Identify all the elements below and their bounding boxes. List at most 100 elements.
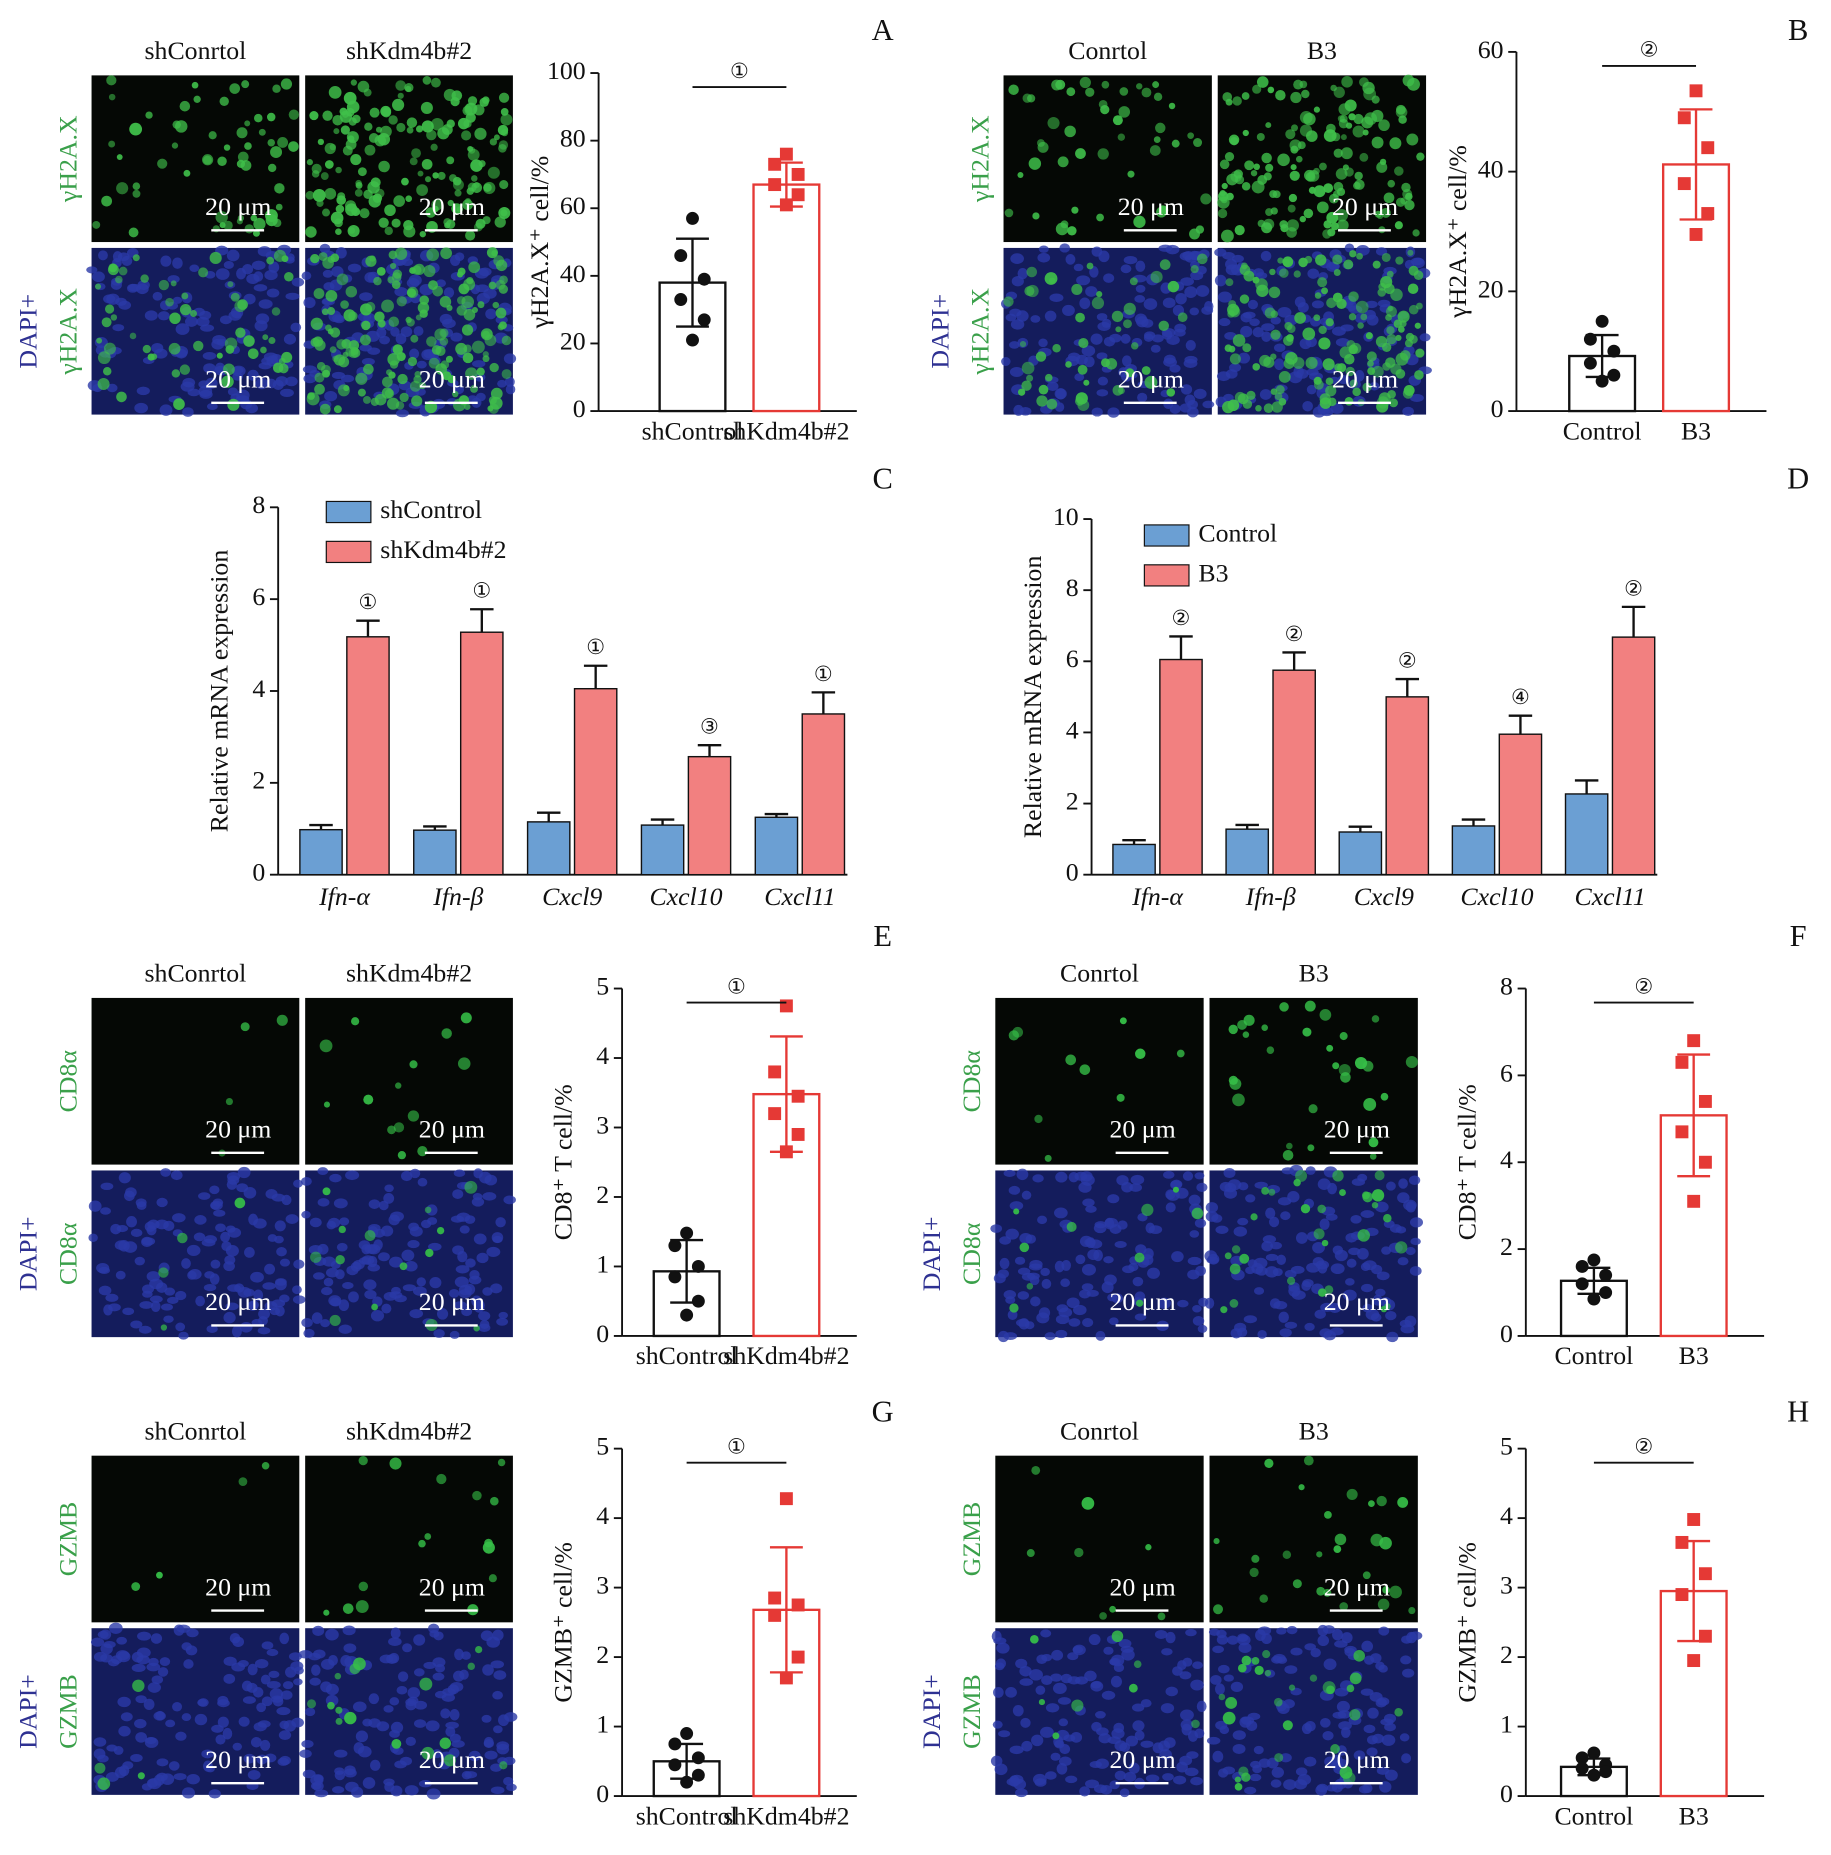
stained-cell <box>1017 172 1024 179</box>
nucleus <box>436 1308 449 1320</box>
stained-cell <box>1356 252 1363 260</box>
nucleus <box>1237 1217 1249 1226</box>
x-tick-label: shKdm4b#2 <box>723 1801 849 1830</box>
micrograph-image <box>1003 75 1212 243</box>
nucleus <box>292 1295 306 1304</box>
error-bar <box>1395 677 1420 697</box>
stained-cell <box>1285 129 1296 140</box>
nucleus <box>493 1670 507 1680</box>
stained-cell <box>1302 327 1316 341</box>
significance-label: ④ <box>1511 685 1530 709</box>
stained-cell <box>1065 1054 1077 1066</box>
stained-cell <box>351 1017 360 1026</box>
stained-cell <box>1131 342 1139 350</box>
nucleus <box>1085 1205 1097 1213</box>
nucleus <box>1159 1749 1172 1760</box>
stained-cell <box>330 253 340 263</box>
stained-cell <box>1264 1669 1272 1677</box>
y-tick-label: 2 <box>252 766 265 795</box>
stained-cell <box>328 85 342 99</box>
x-tick-label: B3 <box>1679 1341 1709 1370</box>
stained-cell <box>1172 1186 1179 1193</box>
bar <box>1225 828 1270 876</box>
nucleus <box>279 1294 290 1303</box>
legend-swatch <box>1143 564 1190 587</box>
stained-cell <box>1362 382 1372 392</box>
y-axis-label: Relative mRNA expression <box>1018 556 1047 839</box>
scale-bar-label: 20 μm <box>1110 1745 1176 1774</box>
row-label: CD8α <box>53 1223 82 1285</box>
nucleus <box>338 1299 350 1312</box>
nucleus <box>317 1198 330 1207</box>
nucleus <box>1045 1703 1060 1713</box>
data-point <box>668 1737 682 1751</box>
nucleus <box>427 1217 438 1225</box>
nucleus <box>1019 1665 1032 1677</box>
stained-cell <box>1241 92 1250 100</box>
nucleus <box>1362 1783 1373 1794</box>
stained-cell <box>1359 152 1369 162</box>
significance-label: ② <box>1634 1434 1653 1458</box>
nucleus <box>259 1739 271 1751</box>
stained-cell <box>1308 1104 1318 1114</box>
nucleus <box>370 1759 381 1771</box>
stained-cell <box>1324 1510 1332 1519</box>
stained-cell <box>142 344 152 354</box>
stained-cell <box>411 265 422 275</box>
stained-cell <box>343 385 350 392</box>
nucleus <box>155 1710 165 1721</box>
y-tick-label: 40 <box>1478 155 1504 184</box>
stained-cell <box>1362 1571 1371 1580</box>
stained-cell <box>305 226 317 238</box>
stained-cell <box>240 1022 250 1032</box>
nucleus <box>399 1756 413 1766</box>
data-point <box>1583 332 1597 346</box>
y-tick-label: 2 <box>596 1180 609 1209</box>
nucleus <box>1230 1681 1244 1693</box>
nucleus <box>1229 362 1242 373</box>
nucleus <box>134 1718 147 1729</box>
nucleus <box>428 1242 442 1251</box>
column-header: shConrtol <box>145 1416 247 1445</box>
nucleus <box>338 1324 352 1334</box>
stained-cell <box>361 320 371 331</box>
stained-cell <box>1362 1191 1373 1203</box>
nucleus <box>1311 300 1324 309</box>
nucleus <box>1058 1718 1069 1727</box>
stained-cell <box>1282 256 1294 268</box>
nucleus <box>1363 1655 1375 1665</box>
stained-cell <box>1225 278 1234 287</box>
stained-cell <box>425 207 436 218</box>
stained-cell <box>1366 351 1377 362</box>
stained-cell <box>457 1057 471 1070</box>
nucleus <box>1095 1710 1106 1719</box>
nucleus <box>394 1294 407 1303</box>
nucleus <box>1031 1734 1044 1747</box>
nucleus <box>176 1624 191 1633</box>
stained-cell <box>336 273 349 286</box>
nucleus <box>1276 1627 1287 1635</box>
nucleus <box>443 287 455 299</box>
stained-cell <box>1368 1137 1379 1148</box>
stained-cell <box>1243 270 1255 282</box>
stained-cell <box>1051 79 1063 91</box>
nucleus <box>247 1663 258 1676</box>
stained-cell <box>1168 102 1176 110</box>
stained-cell <box>1354 1056 1368 1070</box>
nucleus <box>1272 1268 1283 1277</box>
nucleus <box>1032 1174 1044 1183</box>
stained-cell <box>1026 374 1034 382</box>
nucleus <box>1354 370 1365 382</box>
nucleus <box>182 407 194 417</box>
stained-cell <box>237 299 248 310</box>
nucleus <box>1232 1743 1246 1754</box>
error-bar <box>1348 825 1373 833</box>
nucleus <box>1109 1658 1120 1666</box>
stained-cell <box>1361 116 1374 129</box>
stained-cell <box>1290 145 1299 154</box>
stained-cell <box>332 355 339 363</box>
nucleus <box>325 1267 339 1278</box>
nucleus <box>332 1786 345 1794</box>
nucleus <box>435 279 447 288</box>
stained-cell <box>1380 1092 1389 1101</box>
